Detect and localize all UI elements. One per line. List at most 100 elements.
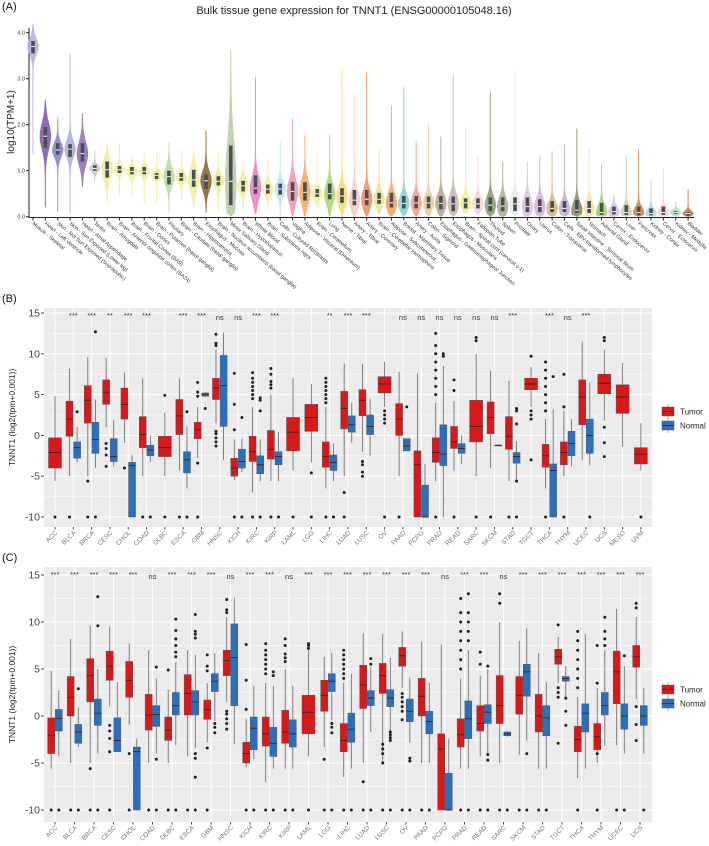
iqr-box <box>172 692 180 716</box>
outlier-point <box>269 515 273 519</box>
tumor-box <box>158 393 172 519</box>
violin <box>225 48 237 217</box>
iqr-box <box>125 661 133 698</box>
normal-box <box>128 454 136 518</box>
outlier-point <box>434 376 438 380</box>
outlier-point <box>349 808 353 812</box>
outlier-point <box>342 648 346 652</box>
violin <box>237 160 249 212</box>
violin <box>385 104 398 217</box>
outlier-point <box>251 384 255 388</box>
outlier-point <box>388 738 392 742</box>
normal-box <box>191 612 200 812</box>
outlier-point <box>537 808 541 812</box>
outlier-point <box>397 515 401 519</box>
outlier-point <box>330 722 334 726</box>
tumor-box <box>144 650 153 812</box>
normal-box <box>464 592 473 812</box>
violin <box>521 161 534 217</box>
significance-label: ns <box>500 572 508 581</box>
x-tick-label: UCEC <box>572 529 590 547</box>
outlier-point <box>544 393 548 397</box>
outlier-point <box>486 758 490 762</box>
y-tick-label: 0.0 <box>17 215 25 221</box>
outlier-point <box>166 668 170 672</box>
outlier-point <box>75 410 79 414</box>
outlier-point <box>434 393 438 397</box>
x-tick-label: UCS <box>594 529 609 544</box>
iqr-box <box>133 746 141 811</box>
normal-box <box>113 682 122 752</box>
outlier-point <box>576 629 580 633</box>
normal-box <box>640 687 648 812</box>
outlier-point <box>602 339 606 343</box>
outlier-point <box>193 752 197 756</box>
tumor-box <box>105 626 114 812</box>
iqr-box <box>445 773 453 811</box>
x-tick-label: TGCT <box>518 529 535 546</box>
tumor-box <box>359 633 367 812</box>
outlier-point <box>225 709 229 713</box>
normal-box <box>74 687 83 812</box>
tumor-box <box>66 638 75 812</box>
violin-shape <box>435 136 447 217</box>
category-kirc <box>261 642 278 812</box>
significance-label: ns <box>454 313 462 322</box>
significance-label: ns <box>149 572 157 581</box>
category-chol <box>120 372 136 518</box>
x-tick-label: CESC <box>100 824 118 842</box>
x-tick-label: PRAD <box>426 529 444 547</box>
outlier-point <box>196 394 200 398</box>
significance-label: *** <box>207 570 216 579</box>
iqr-box <box>167 170 171 185</box>
outlier-point <box>291 808 295 812</box>
x-tick-label: GBM <box>200 824 215 839</box>
violin-shape <box>632 149 645 217</box>
violin-shape <box>410 140 422 217</box>
outlier-point <box>507 515 511 519</box>
tumor-box <box>301 642 316 812</box>
violin <box>472 155 484 215</box>
outlier-point <box>258 396 262 400</box>
tumor-box <box>139 378 147 519</box>
tumor-box <box>230 371 239 519</box>
legend-item-tumor: Tumor <box>661 404 703 419</box>
iqr-box <box>476 705 484 732</box>
normal-box <box>367 657 375 812</box>
tumor-box <box>573 629 582 812</box>
outlier-point <box>69 808 73 812</box>
iqr-box <box>414 196 418 209</box>
normal-box <box>289 685 297 812</box>
outlier-point <box>330 731 334 735</box>
category-dlbc <box>164 617 180 812</box>
tumor-box <box>417 641 426 812</box>
iqr-box <box>66 676 75 717</box>
normal-box <box>425 683 434 812</box>
x-tick-label: LUAD <box>354 824 371 841</box>
outlier-point <box>441 354 445 358</box>
tumor-box <box>358 363 367 478</box>
panel-label: (C) <box>2 552 17 564</box>
violin-shape <box>64 53 76 215</box>
outlier-point <box>86 515 90 519</box>
outlier-point <box>466 611 470 615</box>
tumor-box <box>495 592 504 812</box>
outlier-point <box>400 709 404 713</box>
outlier-point <box>525 808 529 812</box>
x-tick-label: LGG <box>318 824 333 839</box>
outlier-point <box>459 639 463 643</box>
iqr-box <box>139 416 147 448</box>
significance-label: *** <box>545 311 554 320</box>
violin <box>657 168 670 217</box>
normal-box <box>386 657 395 812</box>
y-tick-label: 5 <box>34 664 40 676</box>
iqr-box <box>55 143 60 155</box>
y-tick-label: 0 <box>34 430 40 442</box>
iqr-box <box>55 709 63 732</box>
outlier-point <box>486 808 490 812</box>
iqr-box <box>86 658 94 703</box>
violin <box>422 124 435 217</box>
category-laml <box>301 642 316 812</box>
outlier-point <box>174 644 178 647</box>
category-ucs <box>632 601 648 812</box>
